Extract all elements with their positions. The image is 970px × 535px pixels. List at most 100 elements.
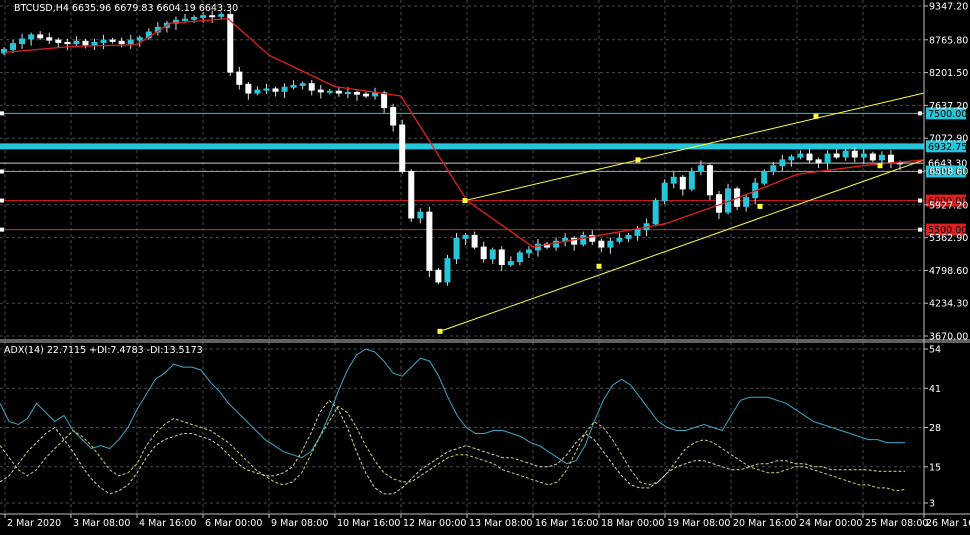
candle-body: [82, 40, 89, 46]
channel-marker[interactable]: [813, 113, 819, 119]
channel-marker[interactable]: [437, 328, 443, 334]
candle-body: [489, 249, 496, 260]
candle-body: [372, 92, 379, 97]
level-handle-right[interactable]: [918, 198, 922, 203]
level-handle-left[interactable]: [0, 198, 4, 203]
candle-body: [227, 14, 234, 73]
candle-body: [381, 92, 388, 109]
channel-lines[interactable]: [439, 92, 925, 332]
candle-body: [390, 107, 397, 126]
candle-body: [200, 15, 207, 18]
price-label: 6500.00: [928, 167, 967, 178]
candle-body: [670, 176, 677, 184]
candle-body: [679, 176, 686, 190]
candle-body: [245, 83, 252, 94]
candle-body: [46, 37, 53, 41]
candle-body: [869, 153, 876, 161]
candle-body: [100, 39, 107, 43]
candle-body: [236, 71, 243, 85]
indicator-tick-label: 41: [929, 384, 941, 395]
level-handle-left[interactable]: [0, 111, 4, 116]
candle-body: [507, 261, 514, 266]
candle-body: [19, 38, 26, 45]
price-label-box: [926, 140, 966, 153]
candle-body: [652, 200, 659, 225]
candle-body: [589, 234, 596, 242]
indicator-tick-label: 15: [929, 462, 941, 473]
candle-body: [127, 39, 134, 45]
channel-marker[interactable]: [462, 198, 468, 204]
candle-body: [353, 91, 360, 95]
candle-body: [498, 249, 505, 266]
level-handle-right[interactable]: [918, 111, 922, 116]
time-tick-label: 3 Mar 08:00: [73, 518, 130, 529]
price-tick-label: 4798.60: [929, 266, 968, 277]
candle-body: [444, 258, 451, 283]
indicator-tick-label: 28: [929, 423, 941, 434]
level-handle-left[interactable]: [0, 169, 4, 174]
price-tick-label: 6508.60: [929, 167, 968, 178]
candle-body: [363, 93, 370, 97]
candle-body: [634, 229, 641, 236]
candle-body: [715, 194, 722, 213]
candle-body: [326, 90, 333, 93]
moving-average: [4, 17, 925, 248]
time-tick-label: 10 Mar 16:00: [337, 518, 400, 529]
candle-body: [706, 165, 713, 196]
level-handle-right[interactable]: [918, 227, 922, 232]
channel-marker[interactable]: [877, 163, 883, 169]
candle-body: [580, 234, 587, 245]
candle-body: [887, 154, 894, 164]
price-tick-label: 4234.30: [929, 299, 968, 310]
candle-body: [779, 159, 786, 167]
channel-marker[interactable]: [596, 263, 602, 269]
candle-body: [571, 237, 578, 245]
candle-body: [616, 237, 623, 242]
candle-body: [553, 240, 560, 248]
candle-body: [317, 89, 324, 93]
channel-marker[interactable]: [757, 203, 763, 209]
candle-body: [272, 88, 279, 92]
time-tick-label: 24 Mar 00:00: [799, 518, 862, 529]
time-tick-label: 12 Mar 00:00: [403, 518, 466, 529]
channel-marker[interactable]: [635, 157, 641, 163]
channel-lower-line[interactable]: [439, 159, 925, 332]
time-tick-label: 25 Mar 08:00: [865, 518, 928, 529]
candle-body: [136, 37, 143, 41]
candle-body: [299, 83, 306, 86]
price-label: 6932.75: [928, 142, 967, 153]
candle-body: [661, 182, 668, 202]
candle-body: [335, 90, 342, 94]
indicator-line-1: [0, 405, 906, 492]
time-tick-label: 18 Mar 00:00: [601, 518, 664, 529]
candle-body: [408, 170, 415, 219]
price-label: 6643.30: [928, 159, 967, 170]
price-label: 6000.00: [928, 196, 967, 207]
candle-body: [281, 86, 288, 92]
candle-body: [453, 237, 460, 260]
candle-body: [109, 39, 116, 42]
time-tick-label: 26 Mar 16:00: [926, 518, 970, 529]
channel-markers[interactable]: [437, 113, 883, 334]
candle-body: [525, 249, 532, 254]
candle-body: [308, 83, 315, 91]
candle-body: [815, 159, 822, 164]
candle-body: [607, 240, 614, 248]
level-handle-right[interactable]: [918, 169, 922, 174]
adx-indicator: [0, 348, 906, 495]
indicator-tick-label: 54: [929, 345, 941, 356]
price-tick-label: 8201.50: [929, 68, 968, 79]
candles: [1, 10, 903, 286]
channel-upper-line[interactable]: [464, 92, 925, 202]
candle-body: [860, 153, 867, 158]
candle-body: [797, 153, 804, 158]
candle-body: [788, 156, 795, 161]
time-tick-label: 2 Mar 2020: [7, 518, 61, 529]
time-tick-label: 6 Mar 00:00: [205, 518, 262, 529]
price-label-box: [926, 165, 966, 178]
level-handle-left[interactable]: [0, 227, 4, 232]
